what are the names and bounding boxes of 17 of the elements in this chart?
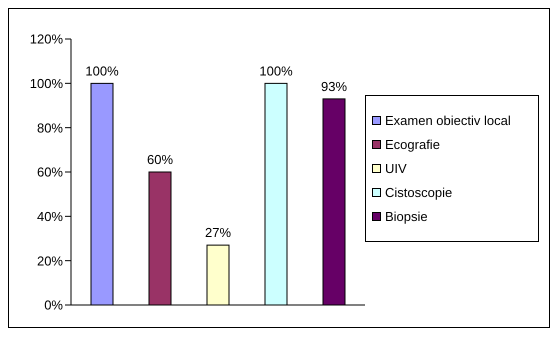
legend-label: Biopsie xyxy=(385,208,428,224)
y-tick-label: 80% xyxy=(36,120,64,136)
legend-label: Cistoscopie xyxy=(385,184,452,200)
y-tick-label: 0% xyxy=(44,298,64,313)
y-tick-label: 60% xyxy=(36,164,64,180)
y-tick-label: 100% xyxy=(30,76,64,91)
y-tick-label: 20% xyxy=(36,253,64,268)
y-tick-label: 40% xyxy=(36,208,64,224)
legend-label: UIV xyxy=(385,160,407,176)
data-label: 27% xyxy=(204,225,232,240)
data-label: 100% xyxy=(85,63,120,78)
data-label: 60% xyxy=(146,152,174,167)
legend-label: Ecografie xyxy=(385,136,440,152)
data-label: 93% xyxy=(320,78,348,94)
y-tick-label: 120% xyxy=(30,32,64,47)
data-label: 100% xyxy=(259,63,294,78)
legend-label: Examen obiectiv local xyxy=(385,112,511,128)
